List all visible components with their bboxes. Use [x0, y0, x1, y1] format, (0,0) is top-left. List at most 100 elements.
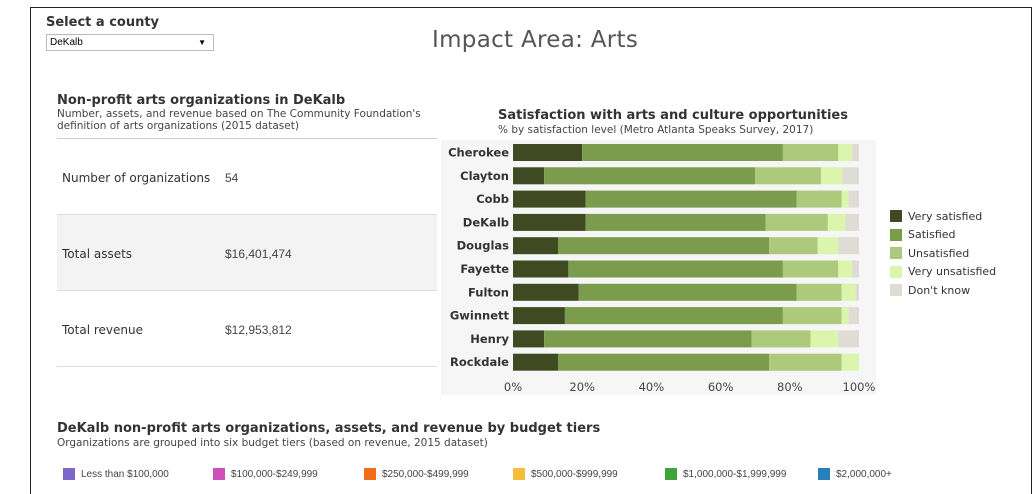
tiers-title: DeKalb non-profit arts organizations, as… — [57, 421, 601, 436]
x-tick-label: 80% — [777, 380, 803, 394]
bar-segment[interactable] — [841, 307, 849, 325]
legend-swatch — [890, 284, 902, 297]
nonprofit-subtitle: Number, assets, and revenue based on The… — [57, 108, 421, 132]
legend-item[interactable]: Very satisfied — [890, 207, 996, 226]
bar-segment[interactable] — [845, 213, 859, 231]
chart-subtitle: % by satisfaction level (Metro Atlanta S… — [498, 124, 814, 136]
bar-segment[interactable] — [544, 330, 752, 348]
tier-legend-item[interactable]: $2,000,000+ — [818, 468, 892, 480]
bar-segment[interactable] — [769, 353, 842, 371]
tiers-subtitle: Organizations are grouped into six budge… — [57, 437, 488, 449]
category-label: Douglas — [457, 239, 510, 253]
county-dropdown[interactable]: DeKalb ▼ — [46, 34, 214, 51]
bar-segment[interactable] — [820, 167, 842, 185]
bar-segment[interactable] — [810, 330, 839, 348]
tier-label: Less than $100,000 — [81, 468, 169, 480]
legend-label: Don't know — [908, 283, 971, 297]
x-tick-label: 0% — [504, 380, 522, 394]
county-dropdown-value: DeKalb — [50, 37, 83, 48]
bar-segment[interactable] — [513, 144, 583, 161]
legend-label: Very satisfied — [908, 209, 983, 223]
tier-legend-item[interactable]: $500,000-$999,999 — [513, 468, 618, 480]
legend-label: Very unsatisfied — [908, 265, 997, 279]
legend-swatch — [890, 247, 902, 260]
bar-segment[interactable] — [513, 190, 586, 208]
bar-segment[interactable] — [841, 190, 849, 208]
tier-legend-item[interactable]: Less than $100,000 — [63, 468, 169, 480]
category-label: Henry — [470, 332, 509, 346]
chart-legend: Very satisfied Satisfied Unsatisfied Very u… — [890, 207, 996, 300]
tier-legend-item[interactable]: $250,000-$499,999 — [364, 468, 469, 480]
bar-segment[interactable] — [838, 237, 859, 255]
row-label: Total revenue — [62, 323, 143, 337]
bar-segment[interactable] — [765, 213, 828, 231]
legend-swatch — [890, 228, 902, 241]
bar-segment[interactable] — [578, 283, 797, 301]
tier-label: $250,000-$499,999 — [382, 468, 469, 480]
bar-segment[interactable] — [817, 237, 839, 255]
tier-legend-item[interactable]: $100,000-$249,999 — [213, 468, 318, 480]
bar-segment[interactable] — [782, 260, 839, 278]
bar-segment[interactable] — [513, 213, 586, 231]
legend-label: Satisfied — [908, 228, 956, 242]
legend-item[interactable]: Satisfied — [890, 226, 996, 245]
bar-segment[interactable] — [848, 190, 859, 208]
bar-segment[interactable] — [838, 330, 859, 348]
bar-segment[interactable] — [513, 237, 558, 255]
row-label: Total assets — [62, 247, 133, 261]
bar-segment[interactable] — [841, 283, 856, 301]
bar-segment[interactable] — [513, 283, 579, 301]
legend-swatch — [890, 210, 902, 223]
bar-segment[interactable] — [557, 237, 770, 255]
bar-segment[interactable] — [782, 144, 839, 161]
legend-item[interactable]: Unsatisfied — [890, 244, 996, 263]
x-tick-label: 60% — [708, 380, 734, 394]
bar-segment[interactable] — [848, 307, 859, 325]
row-value: $16,401,474 — [225, 247, 292, 261]
bar-segment[interactable] — [841, 353, 859, 371]
bar-segment[interactable] — [782, 307, 842, 325]
bar-segment[interactable] — [852, 260, 859, 278]
category-label: Clayton — [460, 169, 509, 183]
bar-segment[interactable] — [841, 167, 859, 185]
legend-item[interactable]: Very unsatisfied — [890, 263, 996, 282]
bar-segment[interactable] — [838, 144, 853, 161]
bar-segment[interactable] — [544, 167, 756, 185]
nonprofit-table: Number of organizations 54 Total assets … — [57, 138, 437, 367]
bar-segment[interactable] — [852, 144, 859, 161]
bar-segment[interactable] — [564, 307, 783, 325]
row-value: 54 — [225, 171, 239, 185]
bar-segment[interactable] — [755, 167, 821, 185]
tier-label: $100,000-$249,999 — [231, 468, 318, 480]
bar-segment[interactable] — [827, 213, 846, 231]
tier-label: $2,000,000+ — [836, 468, 892, 480]
tier-swatch — [63, 468, 75, 480]
bar-segment[interactable] — [585, 213, 766, 231]
bar-segment[interactable] — [751, 330, 811, 348]
category-label: Gwinnett — [450, 309, 510, 323]
bar-segment[interactable] — [557, 353, 770, 371]
legend-label: Unsatisfied — [908, 246, 970, 260]
x-tick-label: 20% — [569, 380, 595, 394]
tier-legend-item[interactable]: $1,000,000-$1,999,999 — [665, 468, 786, 480]
bar-segment[interactable] — [513, 330, 545, 348]
bar-segment[interactable] — [513, 260, 569, 278]
bar-segment[interactable] — [568, 260, 783, 278]
tier-swatch — [665, 468, 677, 480]
bar-segment[interactable] — [838, 260, 853, 278]
bar-segment[interactable] — [513, 167, 545, 185]
bar-segment[interactable] — [769, 237, 818, 255]
category-label: Rockdale — [450, 355, 509, 369]
table-row: Number of organizations 54 — [57, 139, 437, 215]
tier-swatch — [213, 468, 225, 480]
bar-segment[interactable] — [513, 307, 565, 325]
legend-item[interactable]: Don't know — [890, 281, 996, 300]
bar-segment[interactable] — [582, 144, 783, 161]
bar-segment[interactable] — [513, 353, 558, 371]
tier-label: $1,000,000-$1,999,999 — [683, 468, 787, 480]
tier-label: $500,000-$999,999 — [531, 468, 618, 480]
bar-segment[interactable] — [796, 190, 842, 208]
bar-segment[interactable] — [855, 283, 859, 301]
bar-segment[interactable] — [796, 283, 842, 301]
bar-segment[interactable] — [585, 190, 797, 208]
